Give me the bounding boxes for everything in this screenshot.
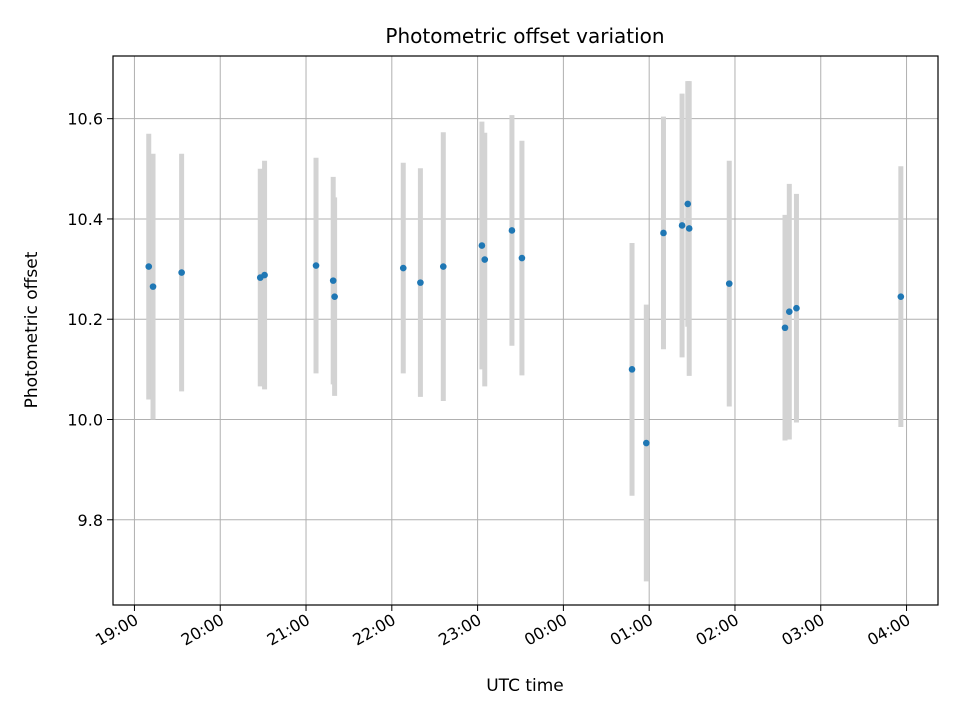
data-point [660,229,667,237]
grid [113,56,938,605]
data-point [725,280,733,287]
data-point [149,283,157,290]
data-point [785,308,793,315]
y-tick-label: 10.2 [67,310,103,329]
data-point [417,279,424,286]
data-point [781,324,789,332]
y-tick-label: 10.4 [67,210,103,229]
plot-area-frame [112,55,939,606]
data-point [628,366,636,373]
data-point [178,269,185,276]
x-axis-label: UTC time [486,676,564,696]
data-point [439,263,447,270]
data-point [145,263,153,270]
y-tick-label: 10.0 [67,410,103,429]
y-axis: 9.8 10.0 10.2 10.4 10.6 [67,110,113,530]
data-point [331,293,338,300]
data-points [145,200,905,447]
data-point [643,439,650,447]
y-tick-label: 9.8 [78,511,103,530]
chart-title: Photometric offset variation [385,24,664,48]
data-point [684,200,692,208]
data-point [897,293,905,300]
y-tick-label: 10.6 [67,110,103,129]
data-point [685,225,693,232]
data-point [508,227,516,234]
data-point [678,222,686,229]
data-point [399,264,407,272]
data-point [478,242,486,249]
y-axis-label: Photometric offset [22,251,42,408]
data-point [793,304,800,312]
data-point [329,277,337,284]
data-point [312,262,320,269]
data-point [518,254,526,262]
data-point [261,271,268,279]
data-point [481,256,489,263]
